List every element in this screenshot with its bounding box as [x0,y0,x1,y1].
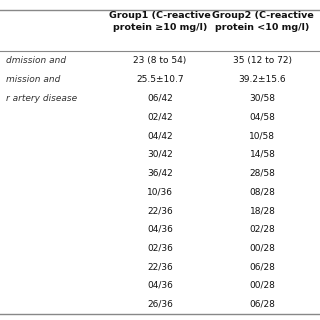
Text: 04/36: 04/36 [147,225,173,234]
Text: 00/28: 00/28 [250,244,275,252]
Text: 25.5±10.7: 25.5±10.7 [136,75,184,84]
Text: 14/58: 14/58 [250,150,275,159]
Text: 08/28: 08/28 [250,187,275,196]
Text: r artery disease: r artery disease [6,93,77,102]
Text: 39.2±15.6: 39.2±15.6 [239,75,286,84]
Text: 28/58: 28/58 [250,169,275,178]
Text: 23 (8 to 54): 23 (8 to 54) [133,56,187,65]
Text: mission and: mission and [6,75,61,84]
Text: 06/42: 06/42 [147,93,173,102]
Text: dmission and: dmission and [6,56,67,65]
Text: 02/42: 02/42 [147,112,173,121]
Text: 30/58: 30/58 [249,93,276,102]
Text: 10/58: 10/58 [249,131,276,140]
Text: 02/28: 02/28 [250,225,275,234]
Text: 00/28: 00/28 [250,281,275,290]
Text: 22/36: 22/36 [147,262,173,271]
Text: 36/42: 36/42 [147,169,173,178]
Text: Group2 (C-reactive
protein <10 mg/l): Group2 (C-reactive protein <10 mg/l) [212,11,313,32]
Text: 30/42: 30/42 [147,150,173,159]
Text: 26/36: 26/36 [147,300,173,309]
Text: Group1 (C-reactive
protein ≥10 mg/l): Group1 (C-reactive protein ≥10 mg/l) [109,11,211,32]
Text: 18/28: 18/28 [250,206,275,215]
Text: 22/36: 22/36 [147,206,173,215]
Text: 04/42: 04/42 [147,131,173,140]
Text: 06/28: 06/28 [250,300,275,309]
Text: 02/36: 02/36 [147,244,173,252]
Text: 04/58: 04/58 [250,112,275,121]
Text: 04/36: 04/36 [147,281,173,290]
Text: 06/28: 06/28 [250,262,275,271]
Text: 10/36: 10/36 [147,187,173,196]
Text: 35 (12 to 72): 35 (12 to 72) [233,56,292,65]
